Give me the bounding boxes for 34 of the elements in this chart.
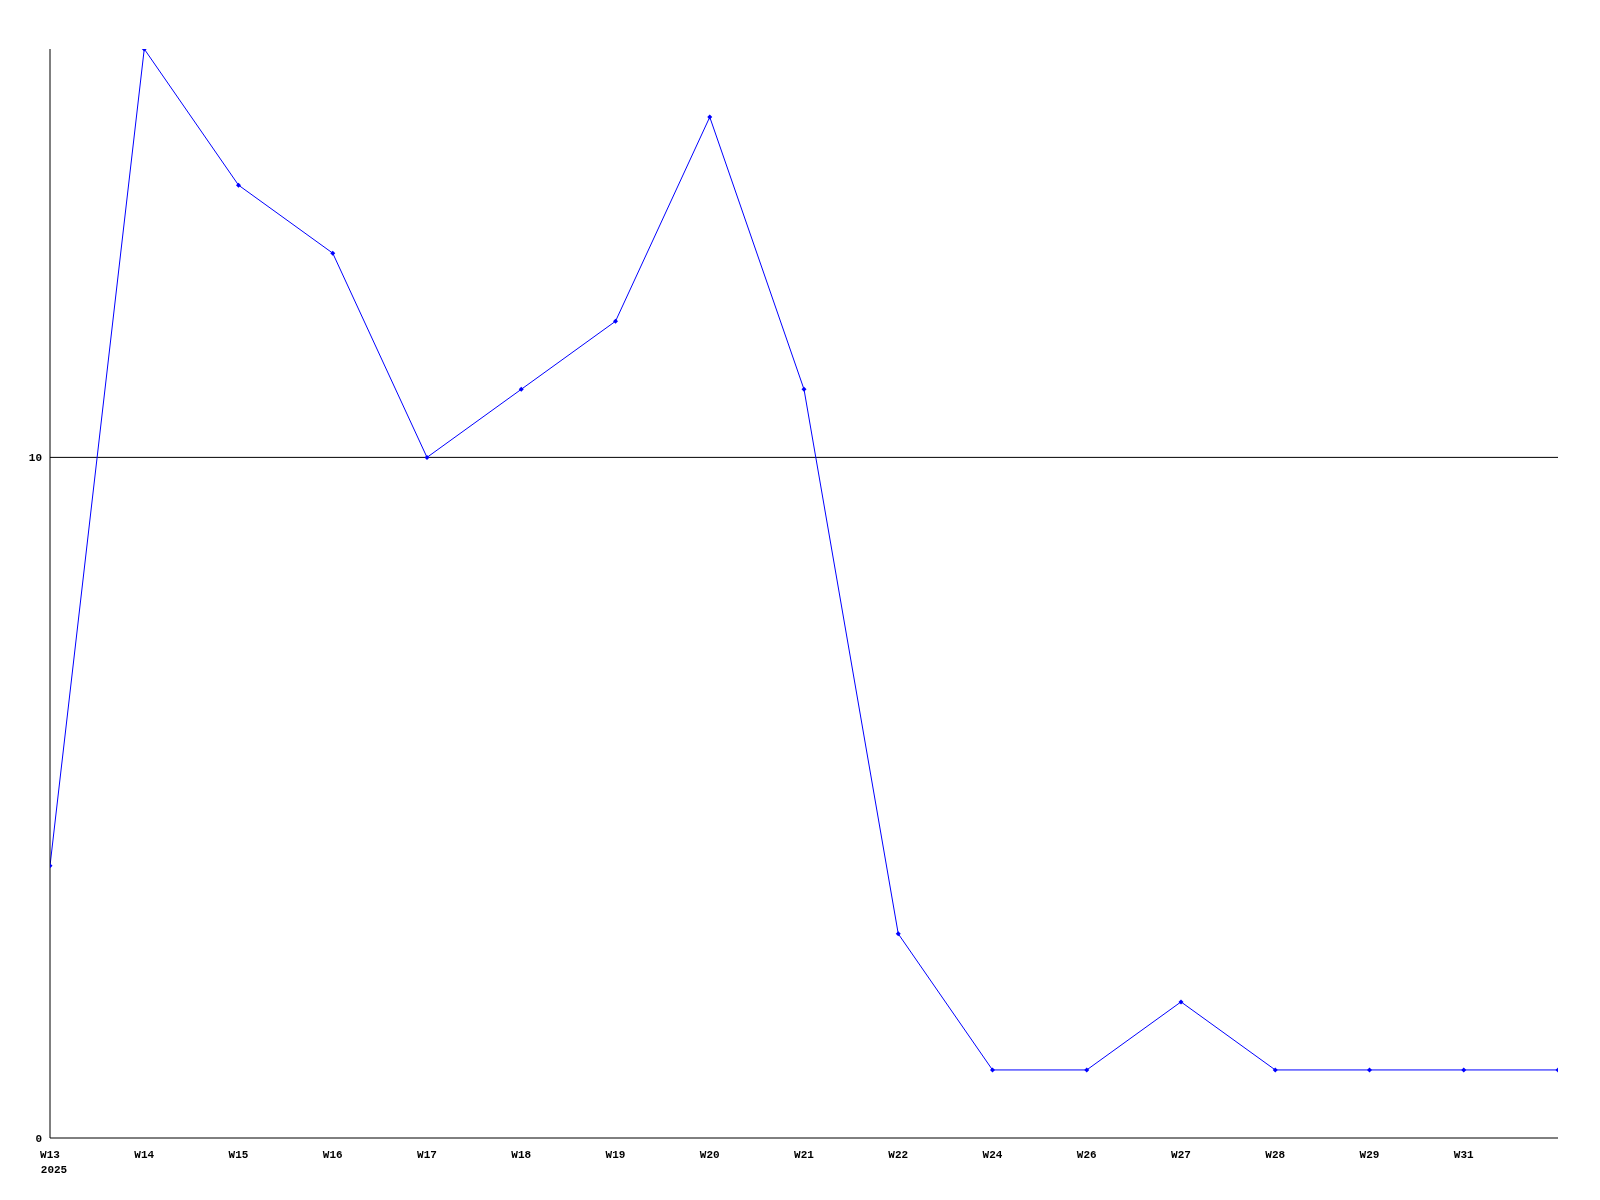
point xyxy=(707,114,713,120)
y-tick-label: 0 xyxy=(35,1132,42,1145)
x-tick-label: W28 xyxy=(1265,1149,1286,1161)
point xyxy=(1272,1067,1278,1073)
point xyxy=(330,250,336,256)
x-tick-label: W13 xyxy=(40,1149,61,1161)
line-series xyxy=(50,49,1558,1073)
x-tick-label: W27 xyxy=(1171,1149,1191,1161)
x-tick-label: W24 xyxy=(982,1149,1003,1161)
point xyxy=(613,318,618,324)
x-tick-label: W15 xyxy=(228,1149,249,1161)
point xyxy=(1367,1067,1372,1073)
x-tick-label: W19 xyxy=(605,1149,626,1161)
point xyxy=(518,386,524,392)
point xyxy=(424,454,430,460)
x-tick-label: W21 xyxy=(794,1149,815,1161)
x-tick-label: W31 xyxy=(1453,1149,1475,1161)
point xyxy=(895,931,901,937)
y-tick-label: 10 xyxy=(28,452,42,465)
x-tick-label: W17 xyxy=(417,1149,437,1161)
point xyxy=(1084,1067,1090,1073)
x-tick-label: W14 xyxy=(134,1149,155,1161)
x-tick-label: W18 xyxy=(511,1149,532,1161)
point xyxy=(1178,999,1184,1005)
x-tick-label: W22 xyxy=(888,1149,909,1161)
text: 2025 xyxy=(40,1164,68,1176)
point xyxy=(990,1067,995,1073)
point xyxy=(801,386,807,392)
x-tick-label: W26 xyxy=(1076,1149,1097,1161)
x-tick-label: W20 xyxy=(699,1149,720,1161)
x-tick-label: W29 xyxy=(1359,1149,1380,1161)
x-tick-label: W16 xyxy=(322,1149,343,1161)
point xyxy=(236,182,241,188)
point xyxy=(1461,1067,1467,1073)
